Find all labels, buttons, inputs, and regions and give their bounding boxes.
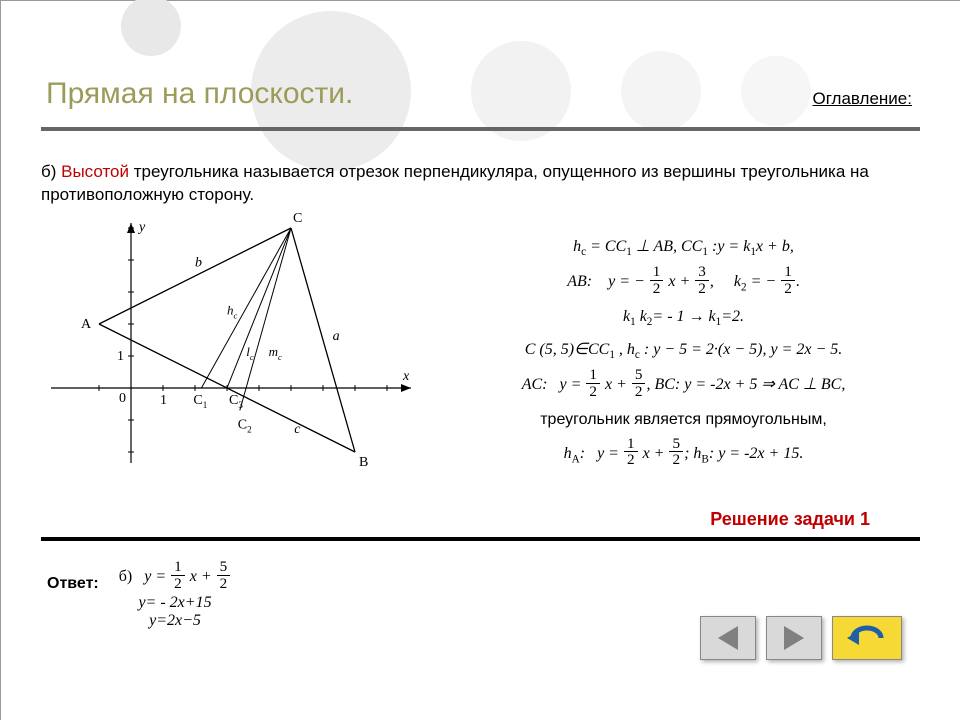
triangle-diagram: 011xyABCC1C3C2bachclcmc — [41, 213, 431, 478]
title-underline — [41, 127, 920, 131]
term-vysota: Высотой — [61, 162, 129, 181]
svg-text:C: C — [293, 213, 302, 226]
triangle-left-icon — [718, 626, 738, 650]
svg-text:C1: C1 — [193, 393, 207, 410]
triangle-right-icon — [784, 626, 804, 650]
svg-text:0: 0 — [119, 391, 126, 406]
title-region: Прямая на плоскости. — [46, 77, 920, 121]
solution-label: Решение задачи 1 — [710, 509, 870, 530]
return-icon — [845, 624, 889, 652]
content-region: б) Высотой треугольника называется отрез… — [41, 161, 920, 478]
svg-text:B: B — [359, 455, 368, 470]
prev-button[interactable] — [700, 616, 756, 660]
answer-label: Ответ: — [47, 575, 99, 593]
svg-text:1: 1 — [117, 349, 124, 364]
definition-text: б) Высотой треугольника называется отрез… — [41, 161, 920, 207]
svg-text:c: c — [294, 422, 301, 437]
bottom-rule — [41, 537, 920, 541]
svg-text:1: 1 — [160, 393, 167, 408]
math-derivation: hc = CC1 ⊥ AB, CC1 :y = k1x + b, AB: y =… — [447, 213, 920, 478]
nav-button-group — [700, 616, 902, 660]
slide-title: Прямая на плоскости. — [46, 77, 920, 111]
svg-text:A: A — [81, 317, 92, 332]
svg-text:y: y — [137, 220, 146, 235]
svg-text:a: a — [333, 329, 340, 344]
toc-link[interactable]: Оглавление: — [812, 89, 912, 109]
return-button[interactable] — [832, 616, 902, 660]
svg-text:b: b — [195, 255, 202, 270]
next-button[interactable] — [766, 616, 822, 660]
svg-text:mc: mc — [269, 344, 282, 362]
answer-math: б) y = 12 x + 52 y= - 2x+15 y=2x−5 — [119, 561, 231, 630]
answer-region: Ответ: б) y = 12 x + 52 y= - 2x+15 y=2x−… — [47, 561, 231, 630]
svg-text:C2: C2 — [238, 417, 252, 434]
diagram-svg: 011xyABCC1C3C2bachclcmc — [41, 213, 431, 473]
svg-text:lc: lc — [246, 344, 254, 362]
svg-text:hc: hc — [227, 302, 238, 320]
svg-text:x: x — [402, 369, 410, 384]
